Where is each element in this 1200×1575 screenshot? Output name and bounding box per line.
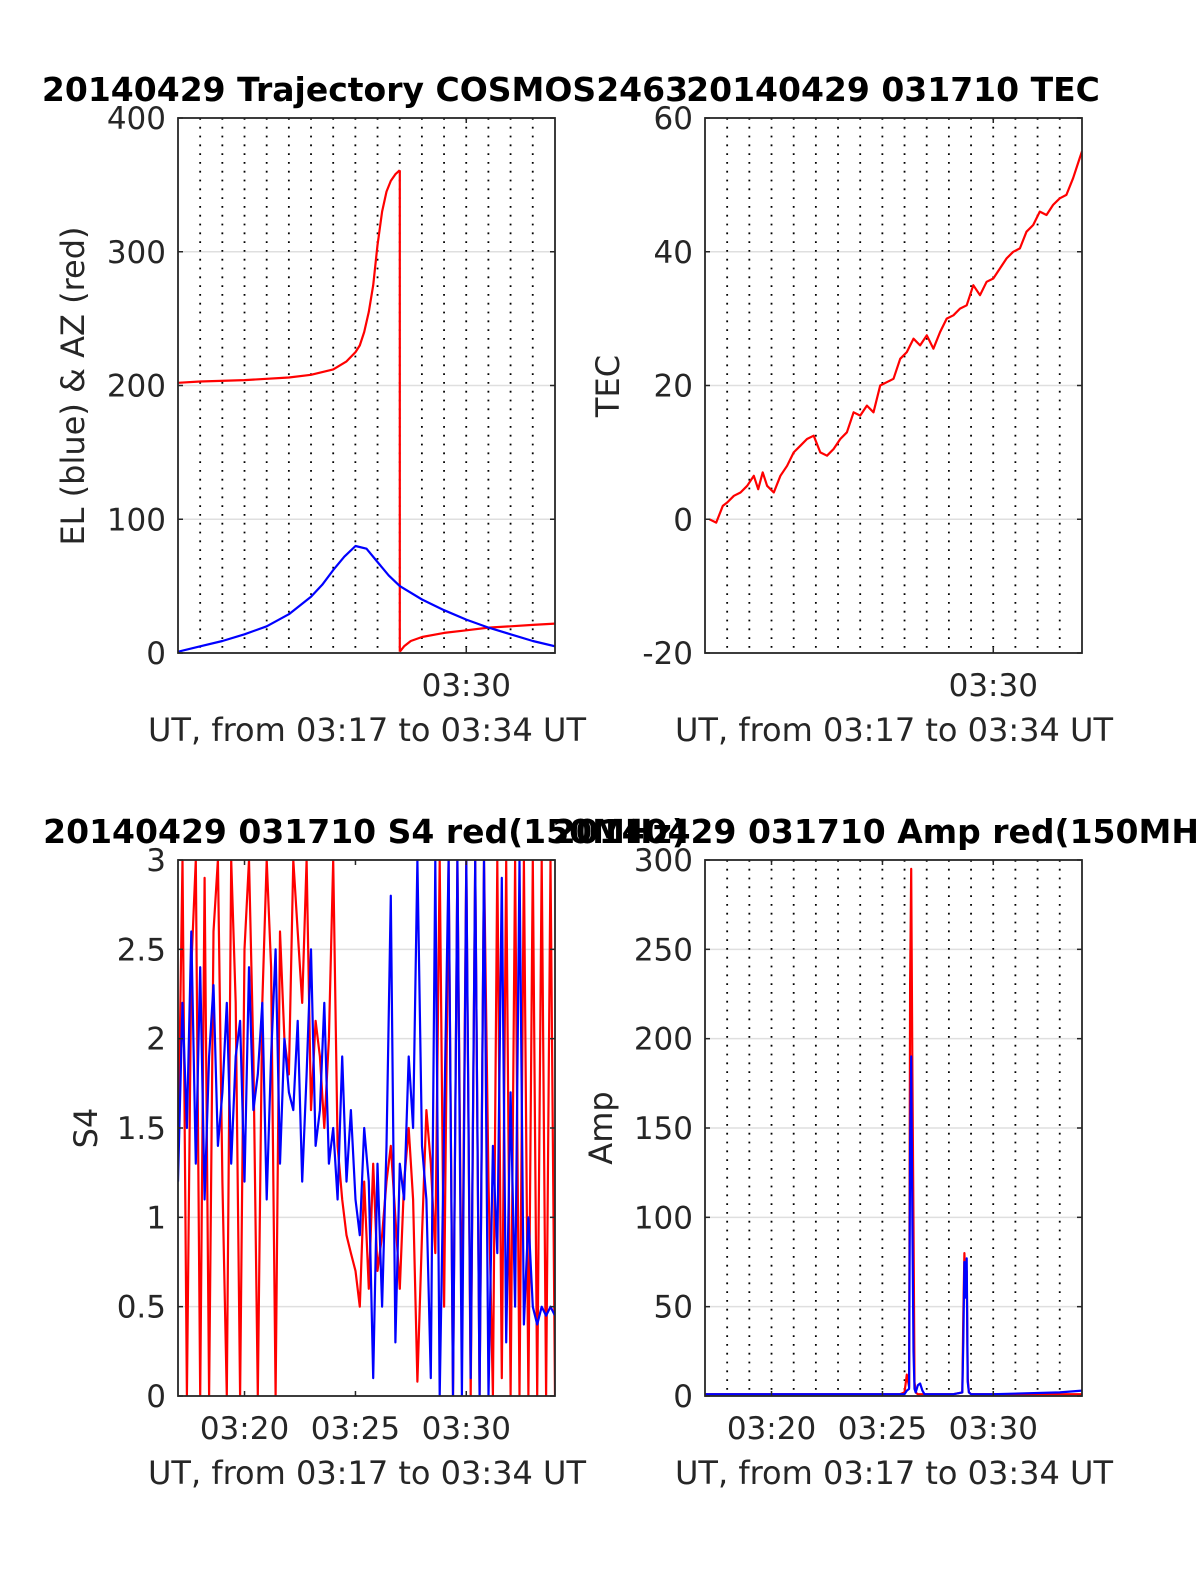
- s4-x-ticks: 03:20 03:25 03:30: [200, 860, 511, 1447]
- s4-title: 20140429 031710 S4 red(150MHz): [43, 812, 687, 851]
- trajectory-plot-area: [178, 169, 555, 653]
- trajectory-h-grid: [178, 251, 555, 520]
- s4-y-tick-label: 0.5: [117, 1290, 166, 1326]
- tec-y-axis-label: TEC: [589, 355, 627, 418]
- amp-x-tick-label: 03:30: [949, 1411, 1038, 1447]
- amp-y-tick-label: 150: [634, 1111, 693, 1147]
- tec-y-tick-label: -20: [642, 636, 693, 672]
- s4-series-red-line: [178, 860, 555, 1396]
- tec-h-grid: [705, 251, 1082, 520]
- amp-y-tick-label: 300: [634, 843, 693, 879]
- amp-v-grid: [726, 860, 1061, 1396]
- amp-series-blue-line: [705, 1055, 1082, 1396]
- s4-y-tick-label: 2: [146, 1022, 166, 1058]
- s4-x-tick-label: 03:30: [422, 1411, 511, 1447]
- amp-y-tick-label: 200: [634, 1022, 693, 1058]
- trajectory-x-ticks: 03:30: [422, 118, 511, 704]
- amp-y-tick-label: 100: [634, 1200, 693, 1236]
- amp-x-axis-label: UT, from 03:17 to 03:34 UT: [675, 1454, 1113, 1492]
- tec-y-tick-label: 40: [654, 235, 693, 271]
- trajectory-y-axis-label: EL (blue) & AZ (red): [54, 226, 92, 545]
- amp-h-grid: [705, 948, 1082, 1308]
- trajectory-y-tick-label: 200: [107, 369, 166, 405]
- tec-y-ticks: -20 0 20 40 60: [642, 101, 1082, 672]
- amp-x-ticks: 03:20 03:25 03:30: [727, 860, 1038, 1447]
- s4-y-tick-label: 2.5: [117, 932, 166, 968]
- amp-plot-area: [705, 867, 1082, 1396]
- s4-x-tick-label: 03:20: [200, 1411, 289, 1447]
- s4-x-tick-label: 03:25: [311, 1411, 400, 1447]
- trajectory-panel: 0 100 200 300 400 03:30 20140429 Trajectory …: [42, 70, 688, 749]
- tec-y-tick-label: 0: [673, 502, 693, 538]
- s4-y-tick-label: 0: [146, 1379, 166, 1415]
- s4-series-blue-line: [178, 860, 555, 1396]
- s4-panel: 0 0.5 1 1.5 2 2.5 3 03:20 03:25 03:30 20140429 0…: [43, 812, 687, 1492]
- trajectory-series-red-line: [178, 169, 401, 384]
- amp-y-ticks: 0 50 100 150 200 250 300: [634, 843, 1082, 1415]
- s4-y-tick-label: 3: [146, 843, 166, 879]
- s4-y-ticks: 0 0.5 1 1.5 2 2.5 3: [117, 843, 555, 1415]
- s4-y-axis-label: S4: [67, 1108, 105, 1149]
- tec-series-red-line: [709, 151, 1082, 524]
- trajectory-y-tick-label: 100: [107, 502, 166, 538]
- trajectory-x-tick-label: 03:30: [422, 668, 511, 704]
- tec-panel: -20 0 20 40 60 03:30 20140429 031710 TEC UT,…: [589, 70, 1113, 749]
- tec-y-tick-label: 60: [654, 101, 693, 137]
- trajectory-title: 20140429 Trajectory COSMOS2463: [42, 70, 688, 109]
- tec-plot-area: [709, 151, 1082, 524]
- amp-y-axis-label: Amp: [582, 1091, 620, 1164]
- tec-x-tick-label: 03:30: [949, 668, 1038, 704]
- s4-plot-area: [178, 860, 555, 1396]
- tec-x-ticks: 03:30: [949, 118, 1038, 704]
- amp-y-tick-label: 250: [634, 932, 693, 968]
- trajectory-series-red-line: [398, 622, 555, 653]
- trajectory-series-blue-line: [178, 544, 555, 653]
- s4-y-tick-label: 1.5: [117, 1111, 166, 1147]
- trajectory-y-ticks: 0 100 200 300 400: [107, 101, 555, 672]
- s4-x-axis-label: UT, from 03:17 to 03:34 UT: [148, 1454, 586, 1492]
- trajectory-y-tick-label: 0: [146, 636, 166, 672]
- s4-y-tick-label: 1: [146, 1200, 166, 1236]
- amp-panel: 0 50 100 150 200 250 300 03:20 03:25 03:30 20140…: [553, 812, 1200, 1492]
- amp-y-tick-label: 50: [654, 1290, 693, 1326]
- tec-y-tick-label: 20: [654, 369, 693, 405]
- tec-v-grid: [726, 118, 1061, 653]
- amp-x-tick-label: 03:20: [727, 1411, 816, 1447]
- amp-title: 20140429 031710 Amp red(150MHz): [553, 812, 1200, 851]
- tec-title: 20140429 031710 TEC: [686, 70, 1100, 109]
- amp-x-tick-label: 03:25: [838, 1411, 927, 1447]
- amp-y-tick-label: 0: [673, 1379, 693, 1415]
- trajectory-y-tick-label: 400: [107, 101, 166, 137]
- trajectory-x-axis-label: UT, from 03:17 to 03:34 UT: [148, 711, 586, 749]
- trajectory-y-tick-label: 300: [107, 235, 166, 271]
- tec-x-axis-label: UT, from 03:17 to 03:34 UT: [675, 711, 1113, 749]
